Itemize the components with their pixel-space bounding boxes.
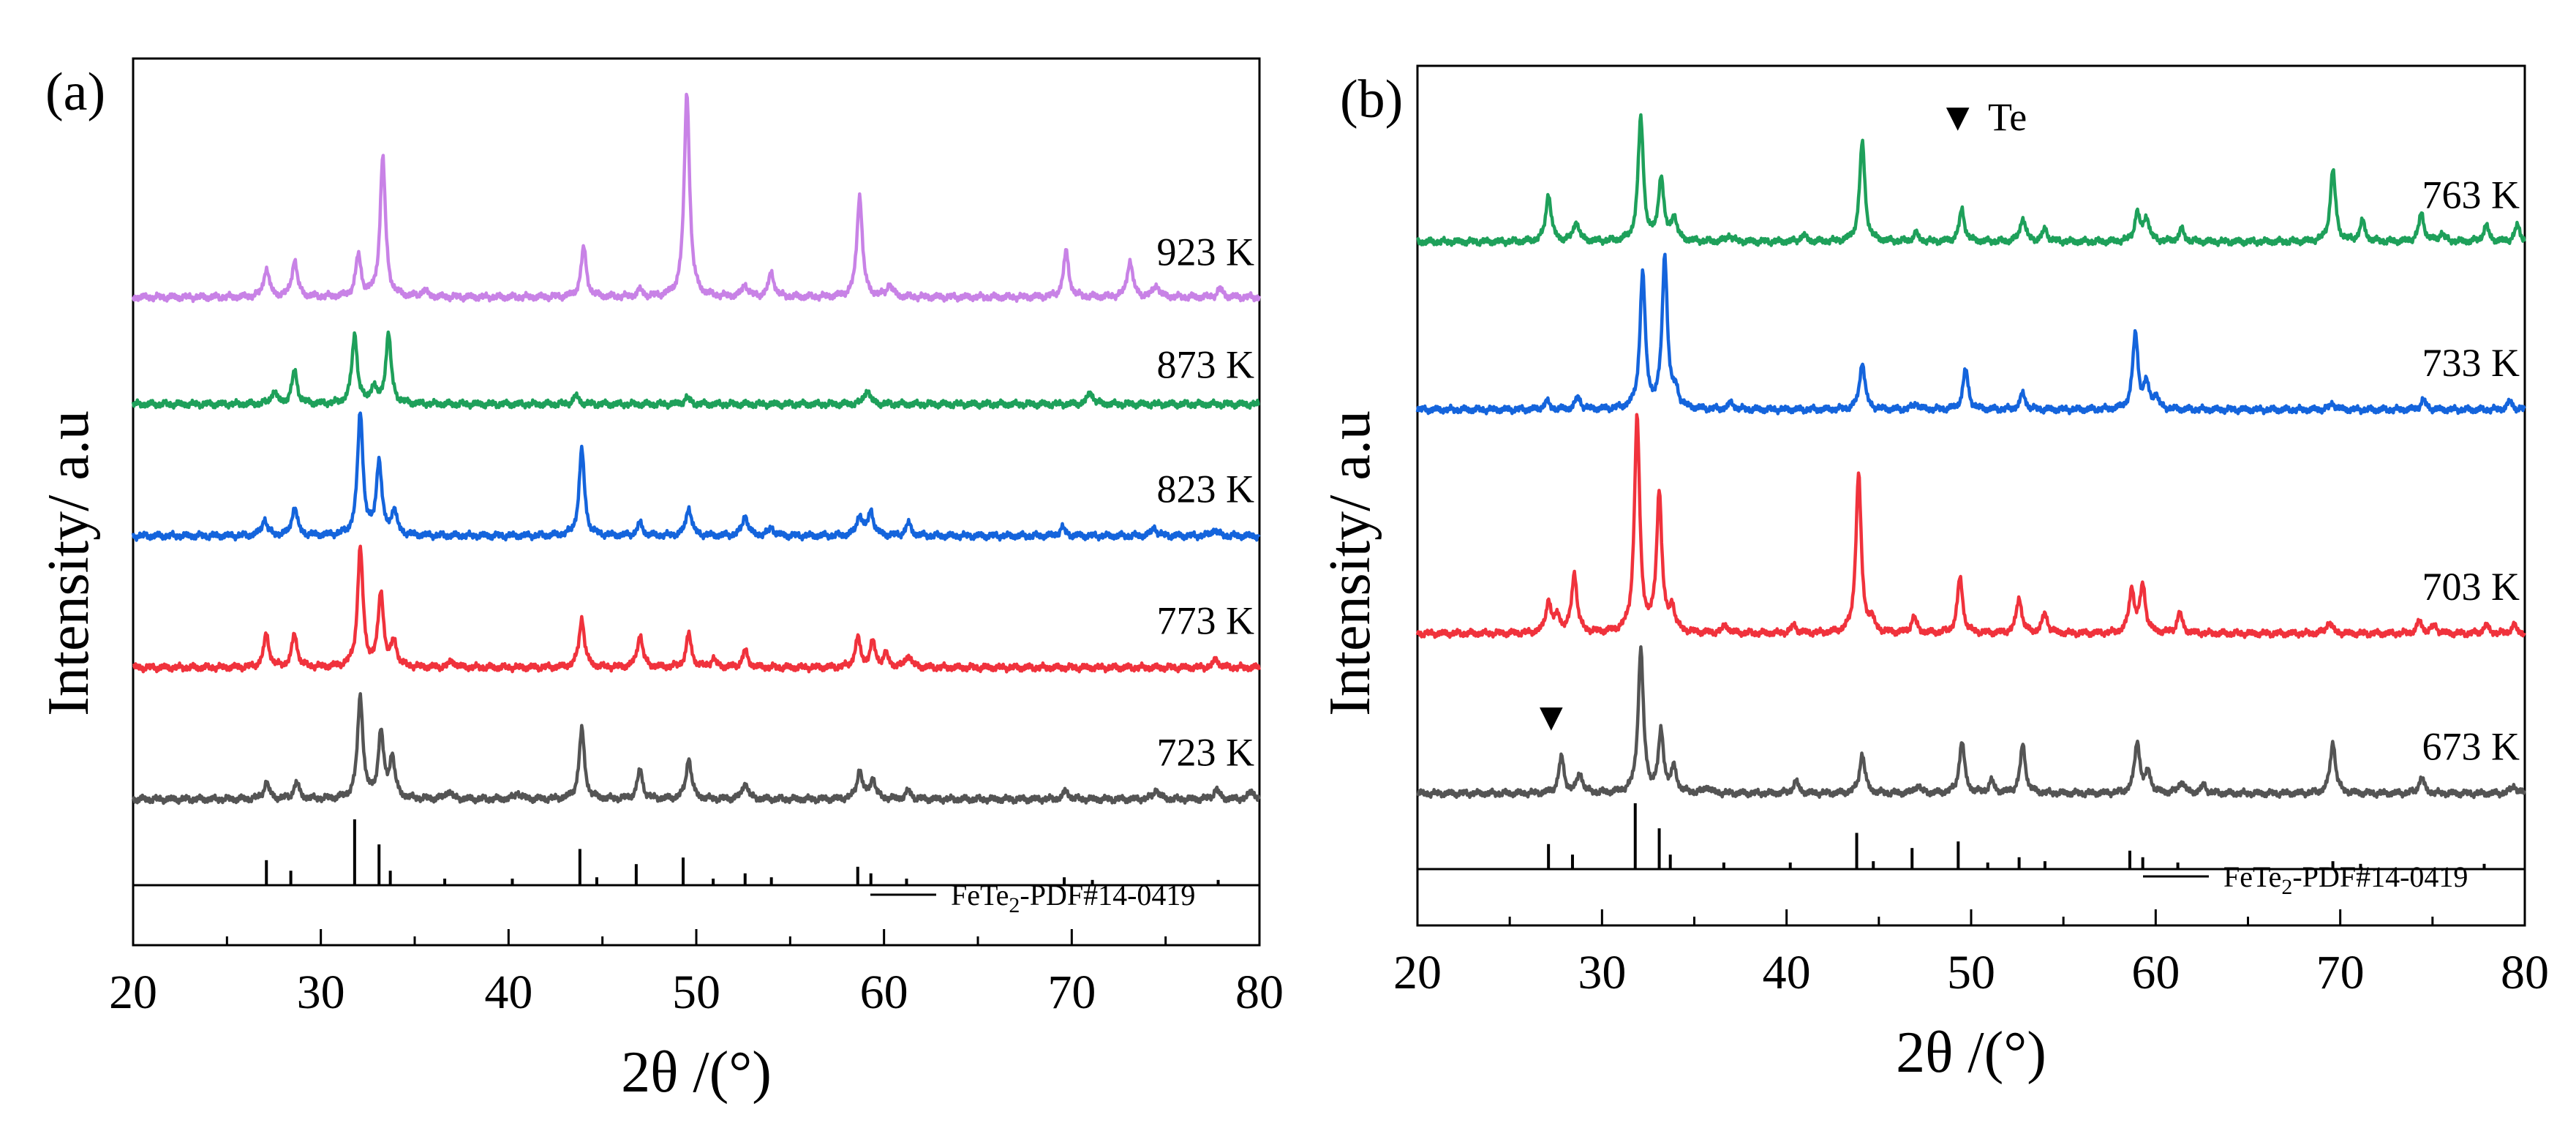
series-line-723-k	[131, 692, 1261, 805]
series-label: 823 K	[1157, 467, 1255, 511]
x-tick-label: 20	[1393, 946, 1442, 999]
series-line-923-k	[131, 92, 1261, 304]
te-legend-symbol: ▼	[1938, 95, 1977, 139]
x-tick-label: 60	[2131, 946, 2180, 999]
plot-frame	[1416, 64, 2526, 927]
y-axis-title: Intensity/ a.u	[1318, 410, 1382, 716]
te-legend-label: Te	[1988, 95, 2027, 139]
x-axis-title: 2θ /(°)	[621, 1040, 772, 1105]
reference-legend-label: FeTe2-PDF#14-0419	[2223, 860, 2468, 899]
x-tick-label: 60	[860, 966, 908, 1019]
series-label: 763 K	[2422, 173, 2520, 217]
series-line-733-k	[1415, 252, 2526, 416]
series-line-823-k	[131, 411, 1261, 542]
x-tick-label: 80	[2501, 946, 2549, 999]
panel-label: (b)	[1340, 69, 1403, 129]
series-label: 673 K	[2422, 725, 2520, 769]
x-axis-title: 2θ /(°)	[1896, 1021, 2046, 1085]
x-tick-label: 20	[109, 966, 157, 1019]
series-label: 773 K	[1157, 599, 1255, 643]
series-line-763-k	[1416, 113, 2526, 247]
series-label: 733 K	[2422, 341, 2520, 385]
x-tick-label: 70	[2316, 946, 2365, 999]
series-line-673-k	[1416, 645, 2526, 800]
series-line-873-k	[131, 330, 1261, 410]
reference-legend-label: FeTe2-PDF#14-0419	[951, 879, 1195, 917]
x-tick-label: 30	[297, 966, 345, 1019]
x-tick-label: 80	[1235, 966, 1284, 1019]
series-label: 723 K	[1157, 731, 1255, 775]
x-tick-label: 50	[1947, 946, 1995, 999]
series-line-703-k	[1415, 413, 2526, 639]
plot-frame	[132, 57, 1261, 947]
series-label: 873 K	[1157, 343, 1255, 387]
x-tick-label: 50	[672, 966, 720, 1019]
panel-a: 20 30 40 50 60 70 80 2θ /(°) Intensity/ a.u (a) Fe…	[37, 57, 1284, 1105]
series-line-773-k	[132, 544, 1261, 674]
x-tick-label: 40	[1763, 946, 1811, 999]
x-tick-label: 30	[1578, 946, 1626, 999]
panel-label: (a)	[45, 62, 105, 122]
series-label: 703 K	[2422, 565, 2520, 609]
te-peak-marker: ▼	[1532, 695, 1570, 739]
panel-b: 20 30 40 50 60 70 80 2θ /(°) Intensity/ a.u (b) Fe…	[1318, 64, 2549, 1085]
x-tick-label: 70	[1047, 966, 1096, 1019]
series-label: 923 K	[1157, 230, 1255, 274]
y-axis-title: Intensity/ a.u	[37, 410, 101, 716]
x-tick-label: 40	[484, 966, 532, 1019]
